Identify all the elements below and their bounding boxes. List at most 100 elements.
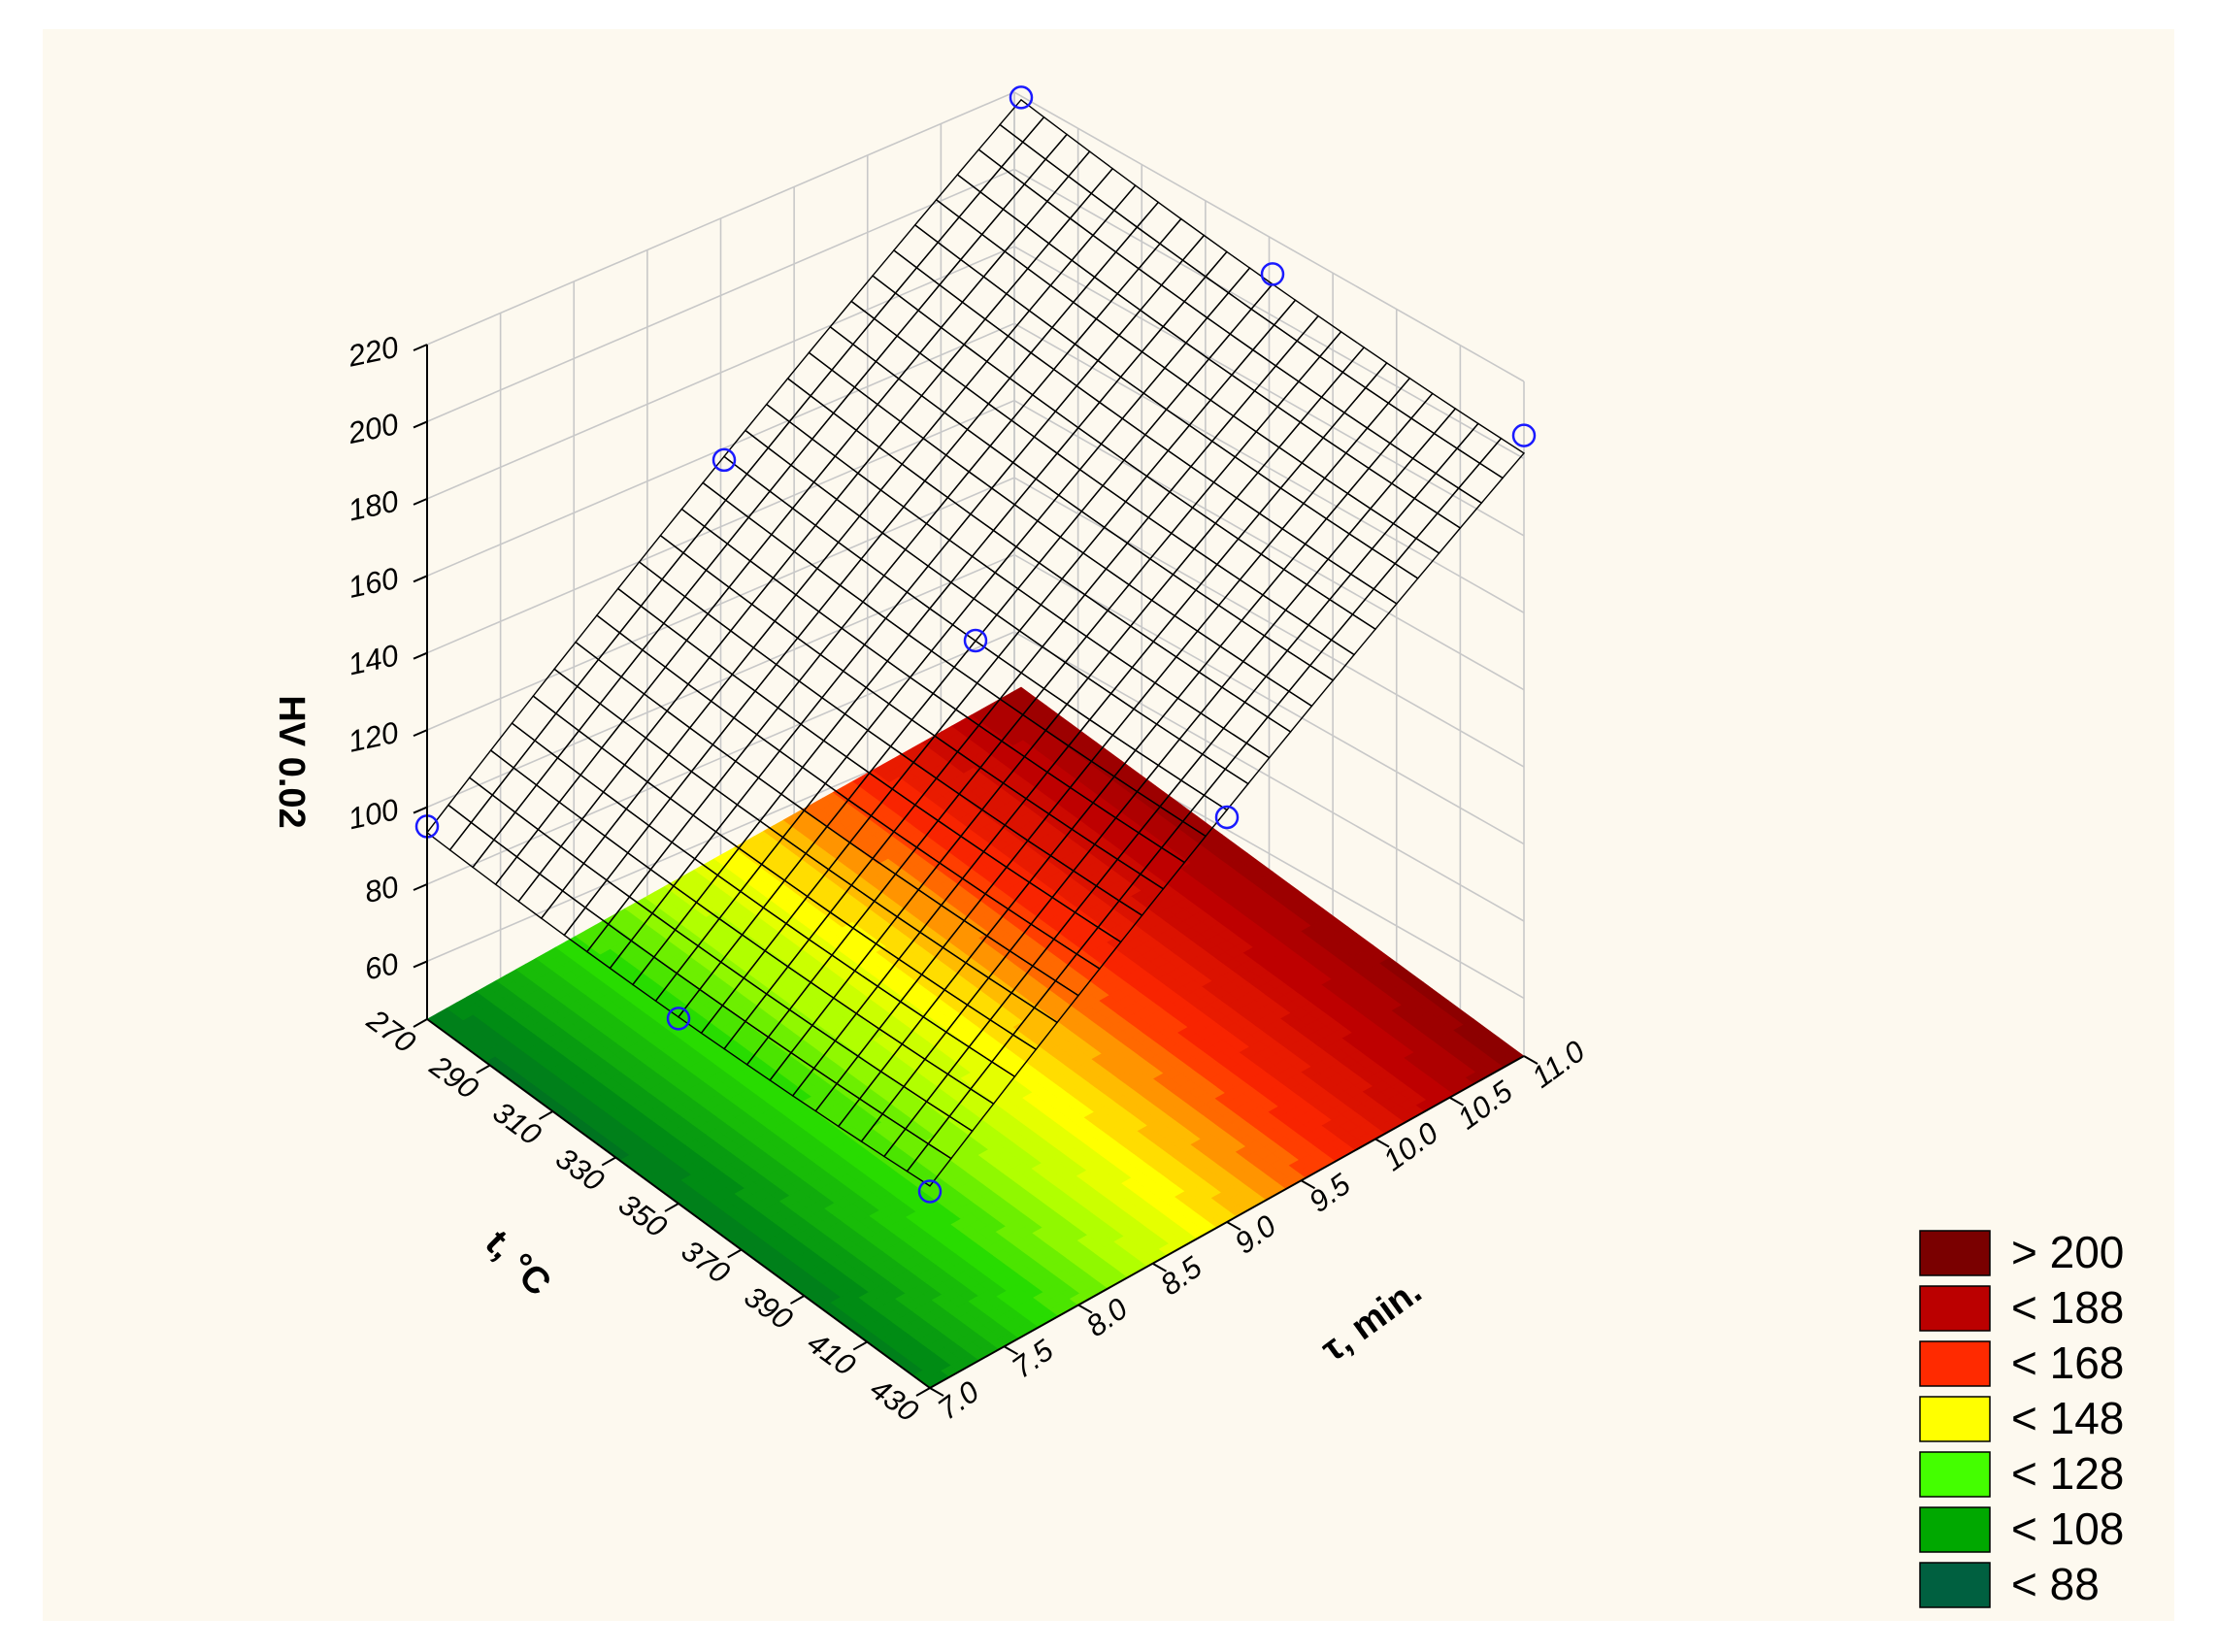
surface-cell [1021,116,1069,161]
surface-cell [1128,557,1175,602]
surface-cell [1265,649,1311,693]
surface-cell [1299,396,1346,439]
surface-cell [726,516,773,562]
surface-cell [856,446,904,491]
surface-cell [1018,604,1065,648]
legend-label-5: < 108 [2011,1503,2124,1554]
surface-cell [973,572,1019,616]
surface-cell [1057,468,1105,512]
surface-cell [1143,408,1191,452]
surface-cell [971,529,1018,574]
surface-cell [470,794,516,842]
surface-cell [817,584,865,630]
surface-cell [839,557,885,604]
surface-cell [1076,401,1124,446]
surface-cell [1090,167,1137,212]
surface-cell [1064,635,1110,679]
surface-cell [1074,317,1120,362]
surface-cell [978,166,1026,211]
surface-cell [896,309,943,354]
surface-cell [913,198,961,244]
surface-cell [671,813,717,860]
surface-cell [1191,480,1239,525]
surface-cell [1081,526,1129,571]
surface-cell [688,700,736,746]
surface-cell [959,233,1007,279]
surface-cell [664,639,711,685]
surface-cell [842,644,889,689]
data-point-1 [711,447,737,473]
surface-cell [448,821,495,869]
x-tick-mark-8 [915,1387,931,1397]
surface-cell [1108,625,1155,669]
surface-cell [1020,645,1067,690]
surface-cell [745,446,792,493]
surface-cell [1456,422,1503,465]
surface-cell [855,403,902,448]
surface-cell [801,740,848,785]
surface-cell [944,428,992,473]
surface-cell [645,710,691,756]
surface-cell [1241,635,1289,677]
surface-cell [953,640,1000,684]
surface-cell [892,223,940,269]
y-tick-mark-2 [1077,1304,1093,1314]
surface-cell [702,455,748,502]
surface-cell [1281,502,1328,545]
z-tick-label-3: 120 [346,715,402,759]
legend-label-2: < 168 [2011,1338,2124,1388]
surface-cell [1098,376,1145,420]
surface-cell [1320,371,1367,414]
grid-line-z-8 [426,91,1525,382]
surface-cell [765,377,812,423]
surface-cell [1157,738,1204,781]
surface-cell [757,749,804,796]
surface-cell [1102,459,1148,503]
surface-cell [937,215,983,261]
surface-cell [851,317,899,363]
surface-cell [1005,267,1052,313]
surface-cell [1219,619,1266,663]
y-tick-mark-8 [1523,1055,1539,1065]
y-tick-mark-4 [1226,1221,1241,1231]
surface-cell [1366,402,1413,445]
x-tick-label-7: 410 [801,1325,861,1382]
surface-cell [1364,361,1411,405]
surface-cell [646,753,693,800]
surface-cell [1002,182,1048,228]
surface-cell [865,660,911,706]
surface-cell [904,522,951,568]
surface-cell [1066,677,1112,721]
y-tick-mark-1 [1004,1345,1018,1356]
surface-cell [1327,533,1373,576]
axes [413,344,1539,1397]
surface-cell [1025,200,1072,245]
legend-swatch-0 [1919,1230,1991,1276]
surface-cell [1260,527,1307,571]
surface-cell [1328,573,1375,615]
surface-cell [1162,300,1208,345]
legend: > 200< 188< 168< 148< 128< 108< 88 [1919,1227,2124,1609]
y-tick-mark-6 [1374,1138,1390,1148]
y-tick-mark-0 [929,1387,944,1397]
legend-label-3: < 148 [2011,1393,2124,1443]
surface-cell [1028,284,1075,329]
surface-cell [1322,412,1369,454]
legend-label-6: < 88 [2011,1559,2100,1609]
surface-cell [1083,568,1131,611]
surface-cell [1239,553,1285,596]
surface-cell [932,666,978,710]
z-tick-label-4: 140 [346,638,402,681]
surface-cell [1170,507,1217,550]
surface-cell [1243,675,1290,718]
surface-cell [1009,393,1057,439]
surface-cell [708,629,755,676]
surface-cell [1031,368,1078,413]
surface-cell [1277,421,1325,464]
surface-cell [951,597,998,643]
surface-cell [995,587,1042,632]
surface-cell [811,412,858,457]
surface-cell [1457,462,1505,505]
surface-cell [1183,276,1230,319]
surface-cell [597,631,644,678]
